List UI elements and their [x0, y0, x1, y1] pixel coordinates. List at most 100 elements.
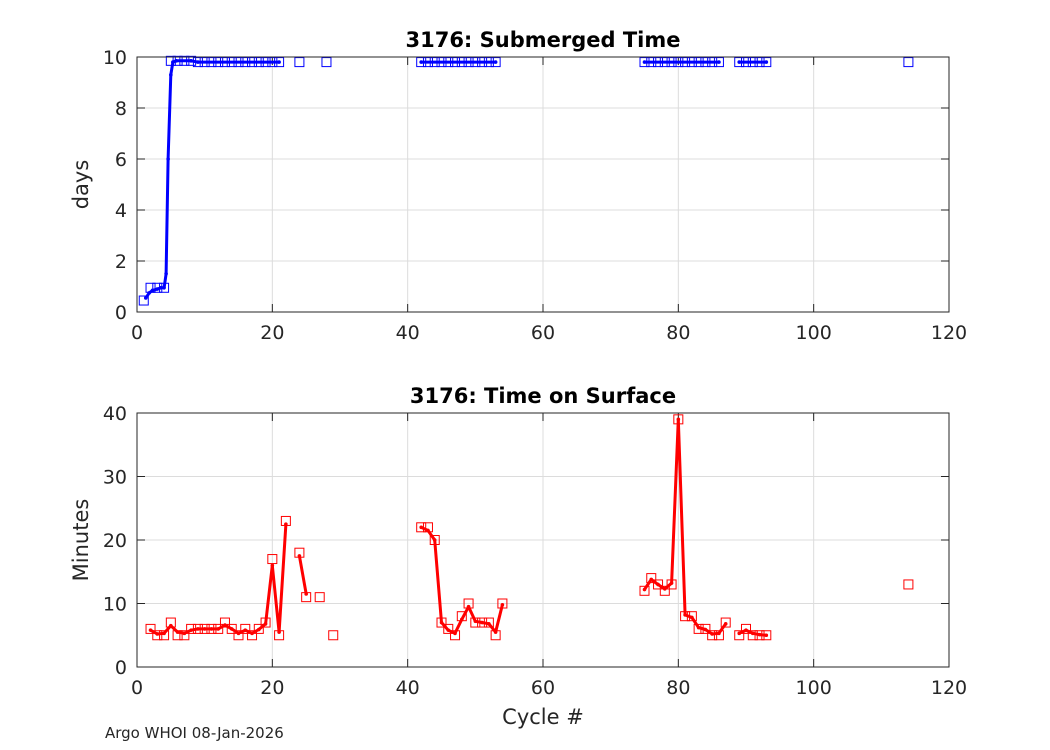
data-point	[186, 623, 197, 634]
line-vertex	[223, 623, 227, 627]
data-point	[199, 57, 210, 68]
data-point	[260, 57, 271, 68]
line-vertex	[419, 525, 424, 530]
line-vertex	[737, 631, 742, 636]
data-point	[233, 57, 244, 68]
data-point	[463, 598, 474, 609]
data-point	[192, 57, 203, 68]
line-vertex	[453, 631, 457, 636]
x-tick-label: 20	[260, 677, 284, 699]
y-tick-label: 0	[115, 302, 127, 324]
line-vertex	[710, 632, 714, 636]
y-tick-label: 30	[103, 467, 127, 489]
line-vertex	[717, 60, 721, 64]
y-tick-label: 0	[115, 657, 127, 679]
data-point	[747, 57, 758, 68]
x-tick-label: 100	[796, 677, 832, 699]
data-point	[646, 57, 657, 68]
line-vertex	[277, 60, 281, 64]
data-point	[707, 630, 718, 641]
data-point	[253, 623, 264, 634]
line-vertex	[182, 631, 187, 636]
x-tick-label: 100	[796, 322, 832, 344]
data-point	[456, 611, 467, 622]
data-point	[145, 282, 156, 293]
data-point	[639, 57, 650, 68]
data-point	[713, 630, 724, 641]
data-point	[639, 585, 650, 596]
line-vertex	[155, 287, 160, 291]
line-vertex	[500, 602, 505, 607]
data-point	[483, 617, 494, 628]
x-tick-label: 120	[931, 322, 967, 344]
data-point	[267, 554, 278, 565]
data-point	[666, 579, 677, 590]
y-tick-label: 6	[115, 149, 127, 171]
y-tick-label: 20	[103, 530, 127, 552]
data-point	[172, 55, 183, 66]
data-point	[294, 57, 305, 68]
line-vertex	[432, 538, 437, 542]
data-point	[646, 573, 657, 584]
x-tick-label: 80	[666, 322, 690, 344]
data-point	[463, 57, 474, 68]
data-point	[165, 617, 176, 628]
line-vertex	[439, 620, 444, 625]
line-vertex	[169, 73, 173, 77]
line-vertex	[147, 291, 151, 295]
x-axis-label: Cycle #	[502, 705, 584, 729]
x-tick-label: 60	[531, 677, 555, 699]
line-vertex	[164, 271, 168, 276]
data-point	[741, 57, 751, 68]
data-point	[152, 282, 163, 293]
line-vertex	[744, 628, 748, 632]
data-point	[247, 630, 258, 641]
data-point	[179, 630, 190, 641]
data-point	[686, 611, 697, 622]
data-point	[490, 630, 501, 641]
data-point	[416, 57, 427, 68]
data-point	[443, 623, 454, 634]
data-point	[713, 57, 724, 68]
line-vertex	[202, 627, 207, 631]
data-point	[247, 57, 258, 68]
data-point	[192, 623, 203, 634]
line-vertex	[656, 582, 660, 587]
line-vertex	[162, 631, 166, 636]
data-point	[686, 57, 697, 68]
data-point	[436, 57, 447, 68]
line-vertex	[250, 631, 254, 636]
line-vertex	[196, 60, 200, 64]
data-point	[903, 579, 914, 590]
y-tick-label: 2	[115, 251, 127, 273]
data-point	[321, 57, 332, 68]
line-vertex	[493, 60, 498, 64]
data-point	[267, 57, 278, 68]
data-point	[673, 414, 684, 425]
line-vertex	[229, 627, 234, 631]
line-vertex	[419, 60, 424, 64]
y-tick-label: 10	[103, 594, 127, 616]
data-point	[199, 623, 210, 634]
data-point	[450, 57, 461, 68]
data-point	[429, 535, 440, 545]
data-point	[470, 617, 481, 628]
data-point	[761, 57, 772, 68]
chart-submerged: 0 20 40 60 80 100 120 0 2 4 6 8 10 3176: Submerged Ti…	[69, 28, 967, 344]
data-point	[328, 630, 339, 641]
chart-surface: 0 20 40 60 80 100 120 0 10 20 30 40 3176: Time on Su…	[69, 384, 967, 729]
y-tick-label: 4	[115, 200, 127, 222]
data-point	[734, 57, 745, 68]
data-point	[470, 57, 481, 68]
data-point	[294, 547, 305, 558]
line-vertex	[703, 627, 708, 632]
x-tick-label: 40	[396, 322, 420, 344]
line-vertex	[162, 285, 166, 290]
line-vertex	[757, 632, 762, 637]
line-vertex	[717, 631, 721, 636]
data-point	[653, 57, 664, 68]
line-vertex	[263, 622, 268, 626]
data-point	[456, 57, 467, 68]
line-vertex	[189, 59, 193, 63]
data-point	[301, 592, 312, 603]
